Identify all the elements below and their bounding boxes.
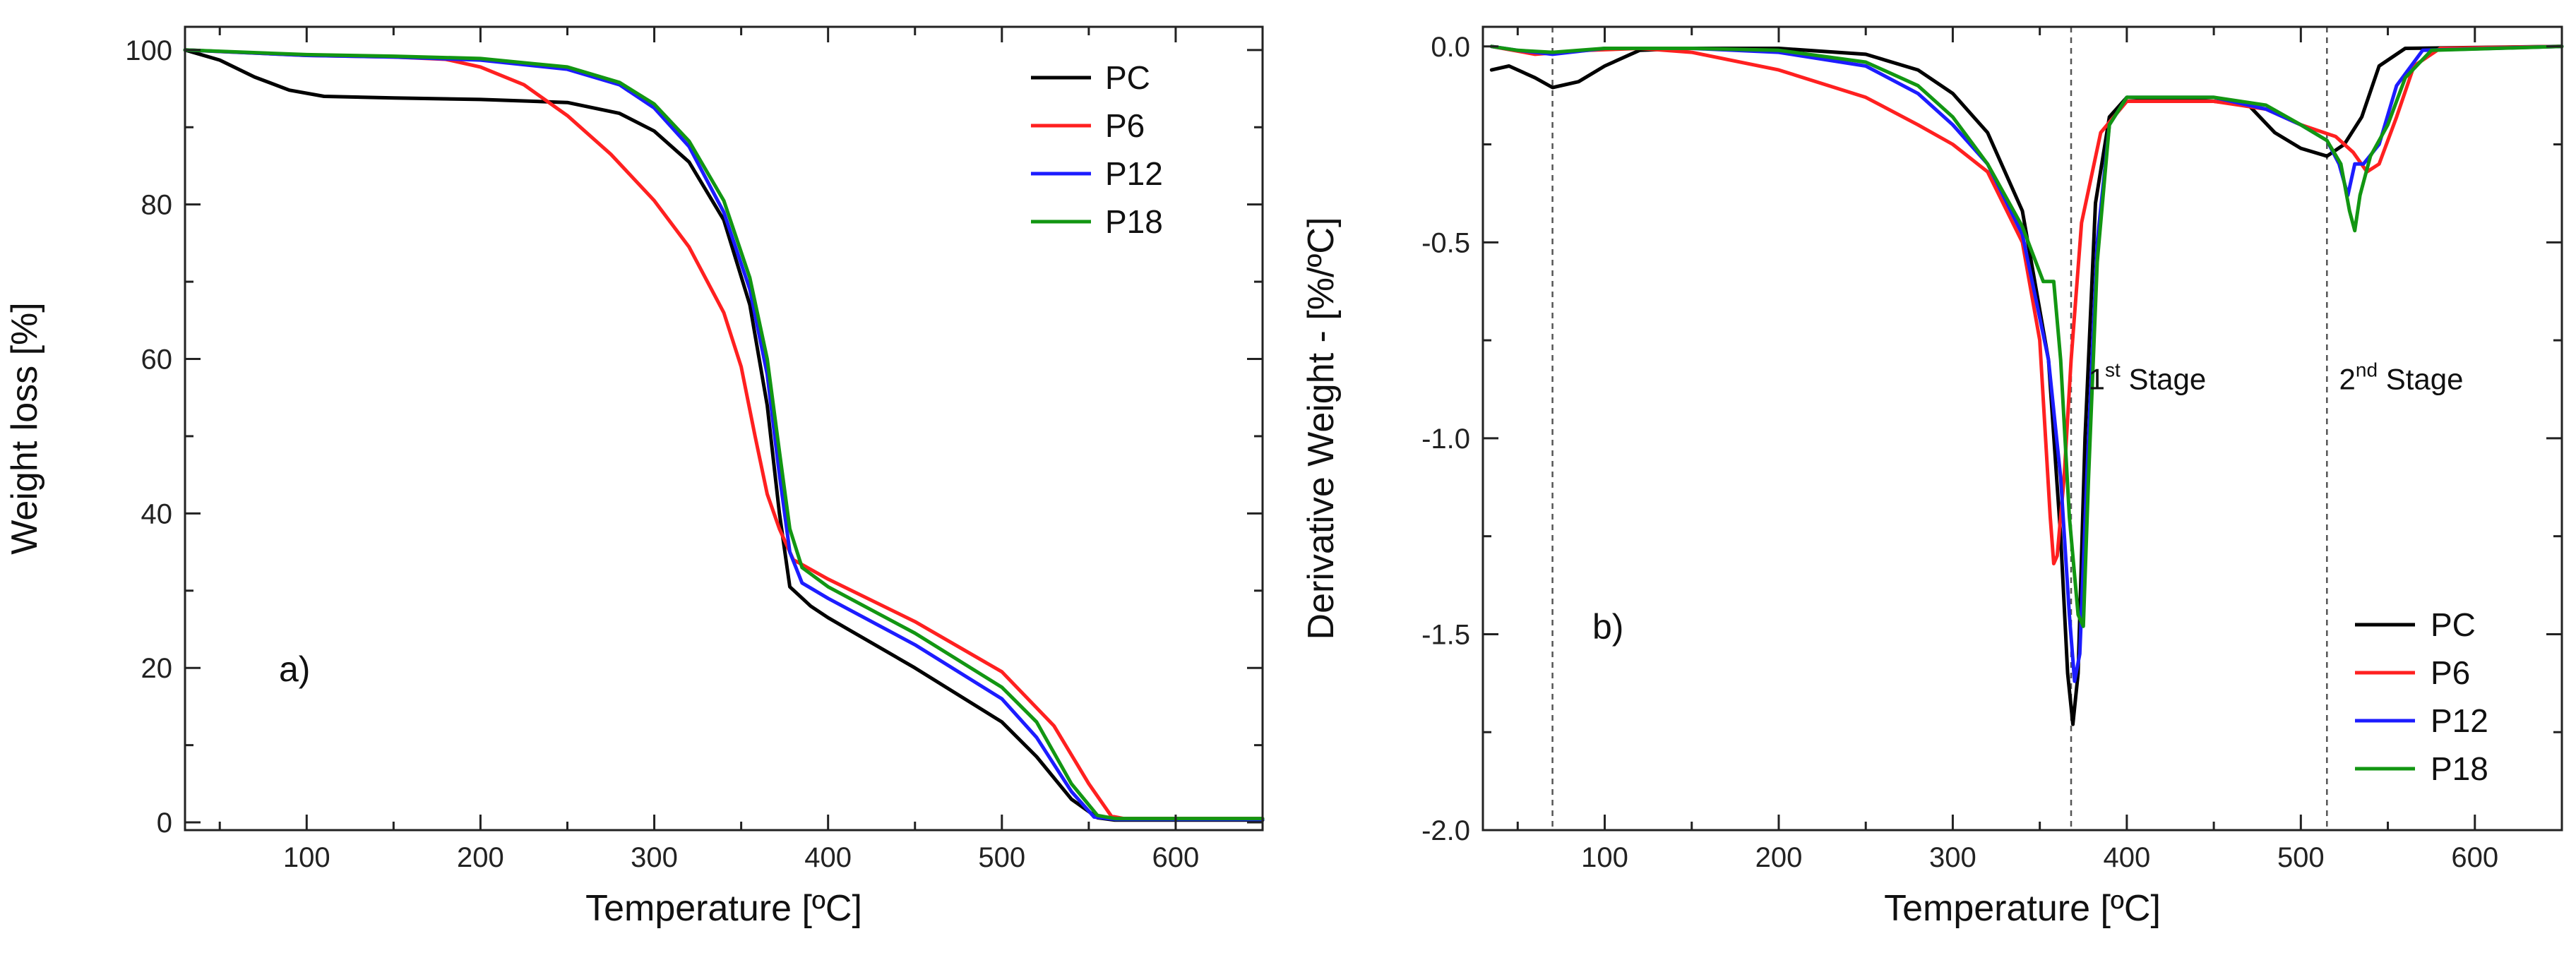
panel-b-x-tick-label: 600 [2451, 842, 2498, 873]
panel-b-y-tick-label: -0.5 [1421, 227, 1470, 258]
panel-a-tick-labels: 100 200 300 400 500 600 0 20 40 60 80 100 [125, 35, 1199, 873]
panel-b-x-tick-label: 100 [1581, 842, 1628, 873]
panel-a-y-tick-label: 100 [125, 35, 172, 66]
panel-b-series-p12 [1489, 44, 2564, 683]
panel-b-annotation-stage-1: 1st Stage [2089, 359, 2207, 396]
panel-a-y-tick-label: 0 [157, 808, 172, 839]
panel-a-x-axis-title: Temperature [ºC] [585, 888, 862, 929]
panel-a-legend: PC P6 P12 P18 [1031, 59, 1163, 240]
panel-b-label: b) [1592, 607, 1623, 647]
panel-b-tick-labels: 100 200 300 400 500 600 0.0 -0.5 -1.0 -1.5 -2.0 [1421, 32, 2498, 873]
panel-a-plot-frame [184, 25, 1264, 832]
panel-b-y-tick-label: 0.0 [1431, 32, 1470, 63]
panel-b-x-tick-label: 500 [2277, 842, 2325, 873]
chart-panel-b: 100 200 300 400 500 600 0.0 -0.5 -1.0 -1.5 -2.0 Te… [1301, 25, 2564, 929]
panel-a-legend-label-p18: P18 [1105, 203, 1163, 240]
panel-b-plot-frame [1481, 25, 2563, 832]
panel-a-x-tick-label: 400 [804, 842, 852, 873]
panel-b-y-tick-label: -1.0 [1421, 424, 1470, 455]
panel-b-series-p6 [1489, 44, 2564, 565]
panel-b-legend-label-pc: PC [2431, 606, 2476, 643]
panel-a-y-tick-label: 40 [141, 498, 173, 529]
panel-a-series-p18 [183, 48, 1265, 821]
panel-a-x-tick-label: 300 [631, 842, 678, 873]
panel-b-legend-label-p18: P18 [2431, 750, 2488, 787]
panel-a-x-tick-label: 600 [1152, 842, 1200, 873]
panel-b-series-pc [1489, 44, 2564, 726]
panel-b-legend-label-p12: P12 [2431, 702, 2488, 739]
panel-b-x-tick-label: 400 [2103, 842, 2150, 873]
panel-b-legend: PC P6 P12 P18 [2355, 606, 2488, 787]
panel-a-legend-label-pc: PC [1105, 59, 1150, 96]
panel-a-x-tick-label: 500 [978, 842, 1025, 873]
panel-b-y-axis-title: Derivative Weight - [%/ºC] [1301, 217, 1342, 640]
panel-a-label: a) [279, 649, 310, 689]
panel-a-y-tick-label: 20 [141, 653, 173, 684]
panel-a-series [183, 48, 1265, 822]
panel-b-y-tick-label: -1.5 [1421, 619, 1470, 650]
panel-b-series [1489, 44, 2564, 726]
panel-b-series-p18 [1489, 44, 2564, 628]
panel-a-y-tick-label: 80 [141, 190, 173, 221]
panel-b-x-tick-label: 300 [1929, 842, 1976, 873]
panel-a-y-axis-title: Weight loss [%] [4, 302, 45, 554]
panel-a-series-p12 [183, 48, 1265, 822]
panel-a-x-tick-label: 200 [457, 842, 504, 873]
panel-a-series-pc [183, 48, 1265, 822]
panel-a-series-p6 [183, 48, 1265, 821]
panel-a-y-tick-label: 60 [141, 344, 173, 376]
panel-b-annotation-stage-2: 2nd Stage [2339, 359, 2464, 396]
panel-b-x-axis-title: Temperature [ºC] [1884, 888, 2161, 929]
panel-b-annotations: 1st Stage 2nd Stage [2089, 359, 2464, 396]
panel-a-ticks [185, 27, 1263, 830]
panel-b-x-tick-label: 200 [1755, 842, 1803, 873]
panel-b-vlines [1551, 27, 2328, 830]
panel-a-legend-label-p12: P12 [1105, 155, 1163, 192]
panel-b-legend-label-p6: P6 [2431, 654, 2470, 691]
panel-a-legend-label-p6: P6 [1105, 107, 1145, 144]
panel-b-y-tick-label: -2.0 [1421, 815, 1470, 846]
panel-b-ticks [1483, 27, 2562, 832]
panel-a-x-tick-label: 100 [283, 842, 330, 873]
chart-panel-a: 100 200 300 400 500 600 0 20 40 60 80 100 Temperatu… [4, 25, 1265, 929]
